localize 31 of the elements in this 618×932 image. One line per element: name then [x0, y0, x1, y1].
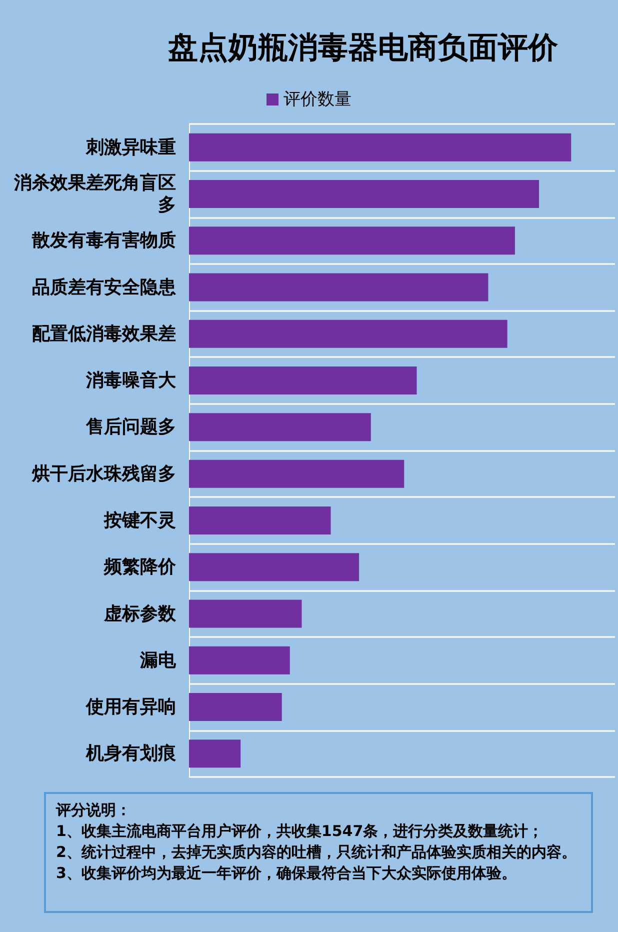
y-tick-label: 机身有划痕	[85, 743, 177, 764]
y-tick-label: 售后问题多	[85, 416, 176, 438]
bar	[189, 226, 515, 255]
bar	[189, 646, 290, 674]
bar	[189, 133, 572, 162]
bar	[189, 413, 371, 442]
bar	[189, 460, 404, 488]
y-tick-label: 频繁降价	[103, 556, 177, 578]
y-tick-label: 品质差有安全隐患	[32, 276, 177, 298]
legend-label: 评价数量	[284, 90, 352, 110]
bar	[189, 600, 302, 628]
y-tick-label: 散发有毒有害物质	[31, 230, 176, 252]
bar	[189, 366, 417, 395]
chart-title: 盘点奶瓶消毒器电商负面评价	[167, 30, 559, 66]
bar	[189, 506, 331, 534]
y-tick-label: 配置低消毒效果差	[32, 323, 176, 344]
y-tick-label: 烘干后水珠残留多	[31, 463, 176, 484]
bar	[189, 320, 508, 348]
bar	[189, 693, 282, 722]
y-tick-label: 消毒噪音大	[85, 370, 177, 392]
y-tick-label: 虚标参数	[103, 603, 177, 624]
bar	[189, 553, 360, 582]
y-tick-label: 漏电	[139, 650, 177, 671]
notes-panel: 评分说明： 1、收集主流电商平台用户评价，共收集1547条，进行分类及数量统计； 2、统计过程中，去掉无实质内容的吐槽，只统计和产品体验实质相关的内容。 3、收集评价均为最近一年评价，确保最符合当下大众实际使用体验。	[44, 792, 593, 913]
y-tick-label: 使用有异响	[85, 696, 176, 718]
bar	[189, 740, 241, 768]
y-tick-label: 按键不灵	[103, 510, 176, 531]
bar	[189, 273, 488, 302]
bar	[189, 180, 540, 208]
y-tick-label: 刺激异味重	[85, 136, 176, 158]
y-tick-label: 消杀效果差死角盲区多	[13, 172, 176, 216]
